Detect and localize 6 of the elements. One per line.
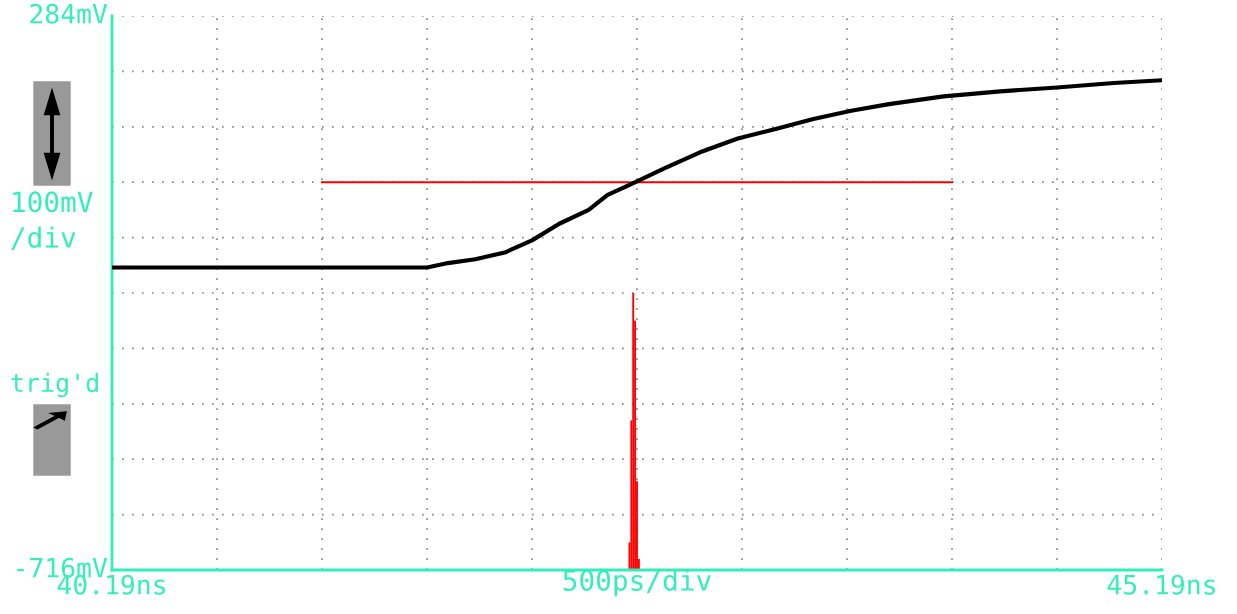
x-axis-title: 500ps/div [563, 569, 711, 597]
line-series [112, 78, 1162, 270]
y-axis-title: 100mV /div [11, 191, 93, 251]
x-tick-label: 45.19ns [1107, 574, 1215, 595]
y-tick-label: 284mV [30, 3, 108, 24]
text: trig'd [11, 372, 98, 398]
